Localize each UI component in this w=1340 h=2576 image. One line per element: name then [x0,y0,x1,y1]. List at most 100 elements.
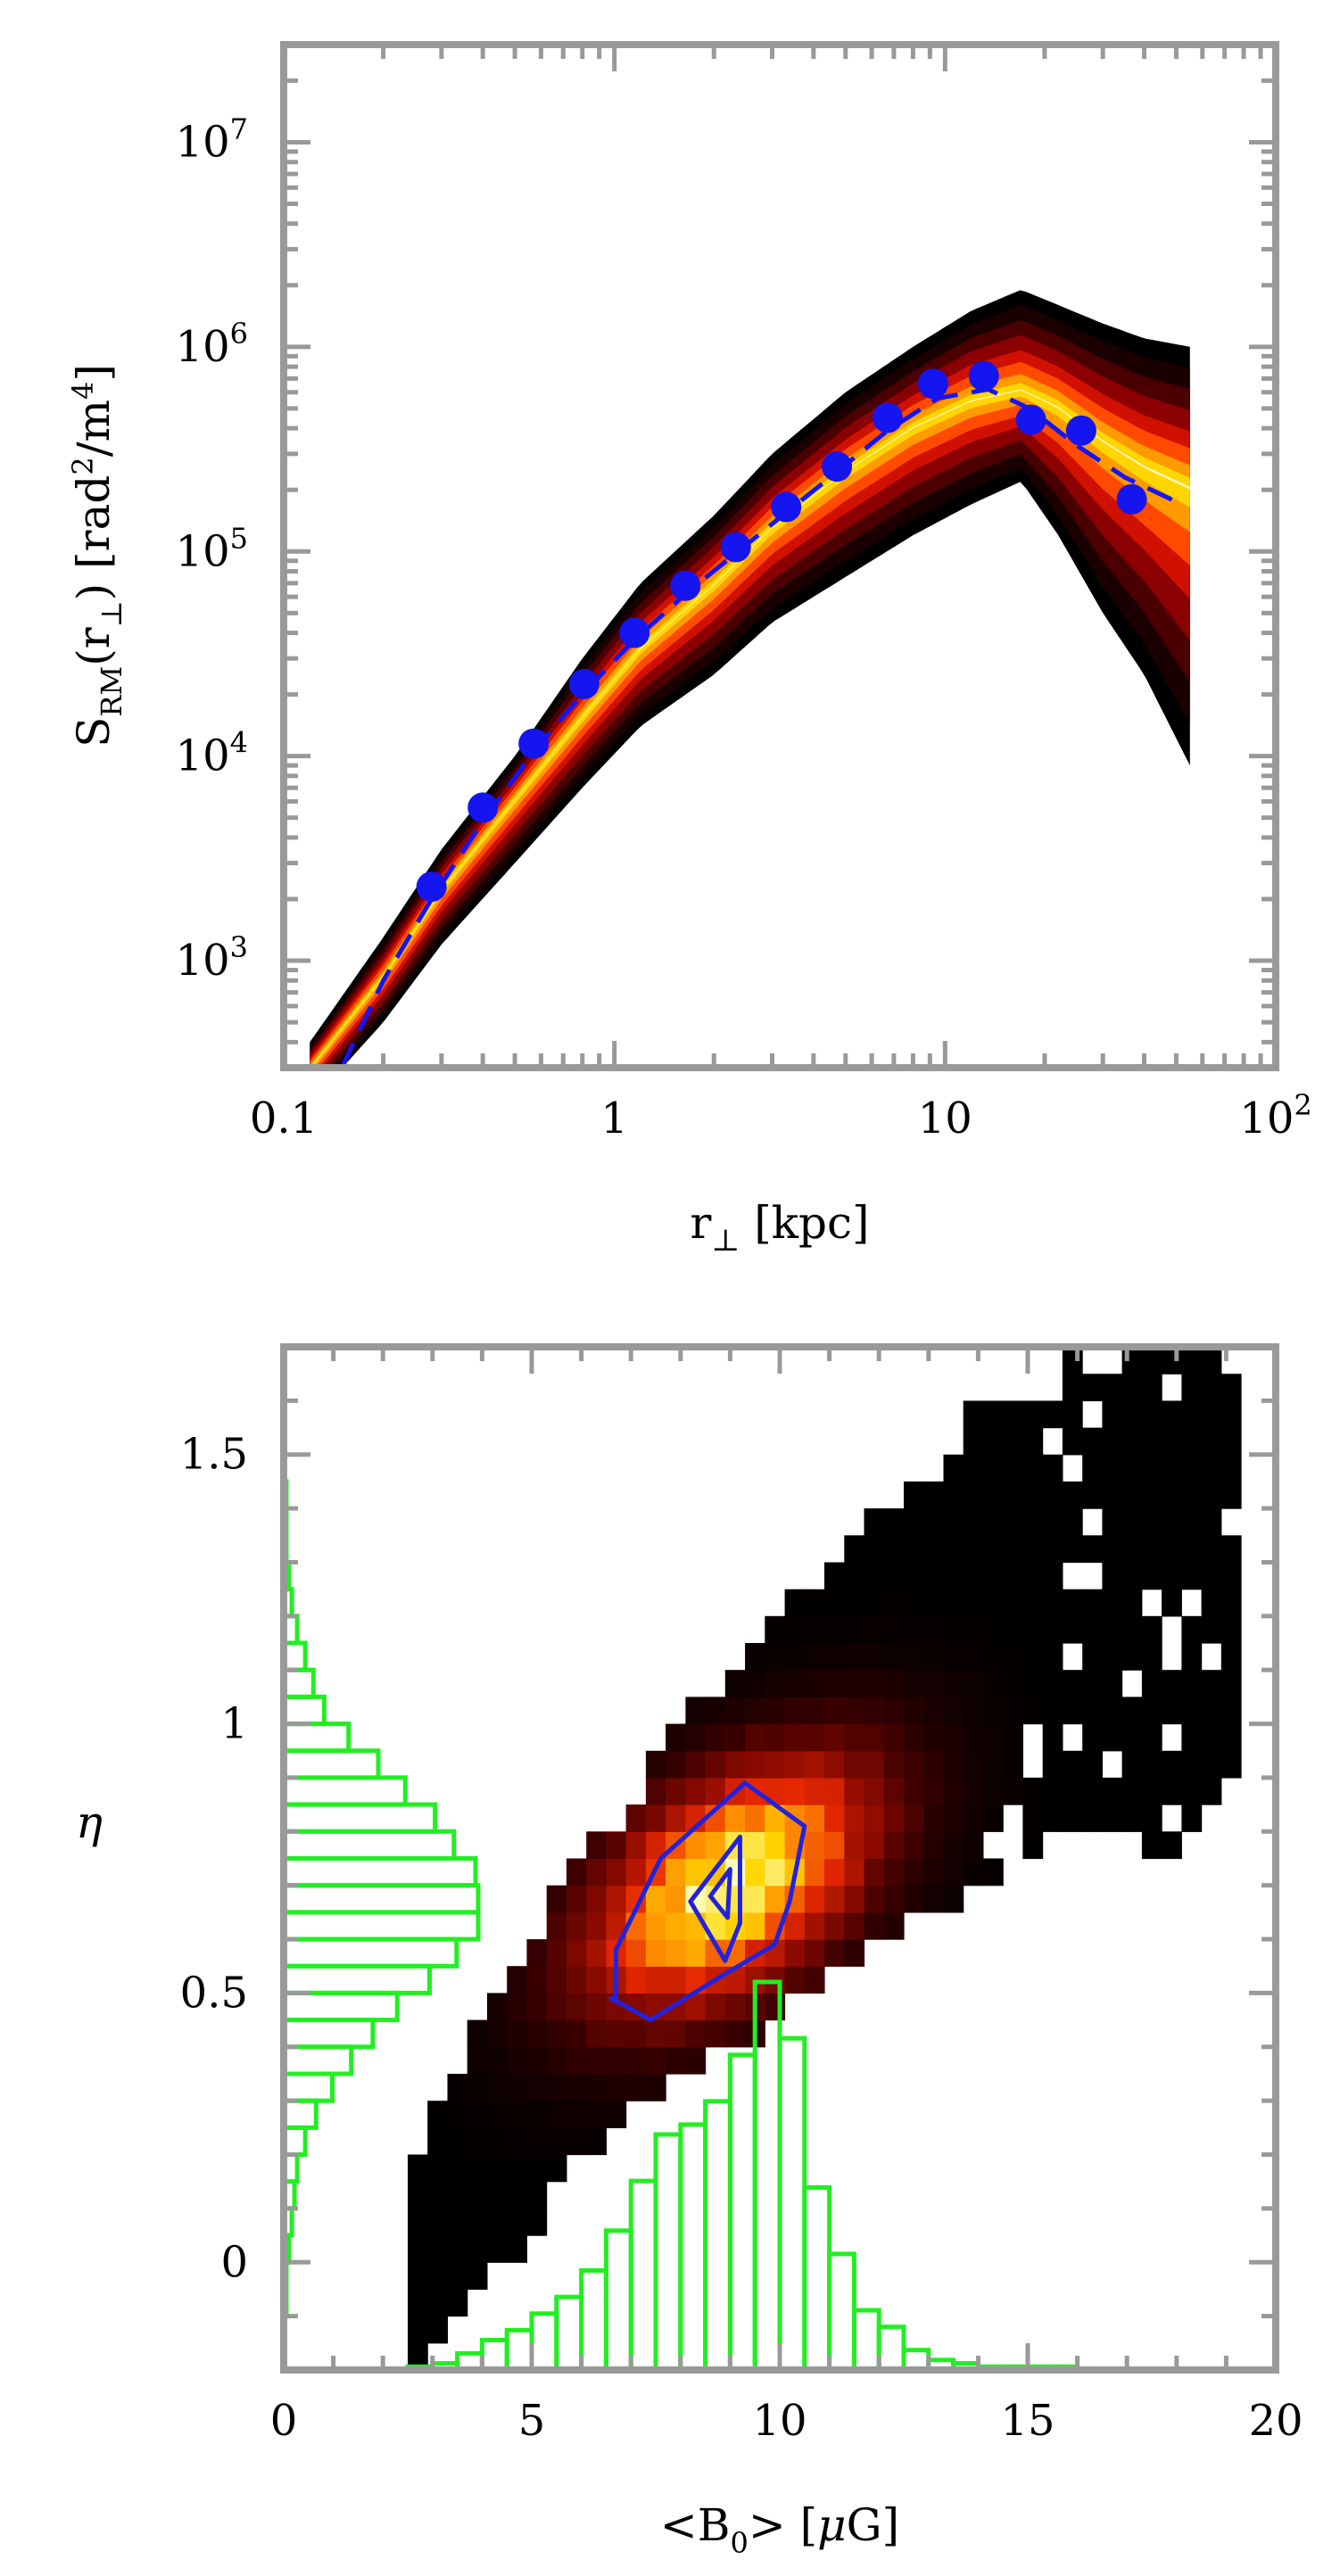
heat-cell [1201,1670,1222,1697]
x-tick-label: 0 [270,2396,298,2446]
heat-cell [606,1831,627,1860]
heat-cell [923,1589,944,1617]
heat-cell [1141,1723,1162,1752]
heat-cell [784,1697,806,1725]
heat-cell [685,1858,707,1887]
heat-cell [645,2046,666,2075]
heat-cell [983,1427,1004,1456]
heat-cell [1162,1427,1182,1456]
heat-cell [864,1562,885,1590]
heat-cell [864,1508,885,1536]
heat-cell [1201,1454,1222,1482]
heat-cell [1121,1615,1143,1644]
heat-cell [625,1831,647,1860]
heat-cell [1121,1400,1143,1429]
heat-cell [923,1697,944,1725]
heat-cell [546,2101,567,2128]
heat-cell [467,2019,488,2048]
heat-cell [1102,1723,1123,1752]
heat-cell [1082,1427,1103,1456]
heat-cell [883,1670,905,1697]
heat-cell [1003,1643,1023,1671]
heat-cell [824,1804,845,1832]
heat-cell [487,2074,508,2101]
heat-cell [1162,1670,1182,1697]
heat-cell [844,1723,865,1752]
heat-cell [1003,1723,1023,1752]
heat-cell [824,1670,845,1697]
heat-cell [804,1939,825,1967]
heat-cell [566,2046,587,2075]
heat-cell [1141,1697,1162,1725]
heat-cell [645,2074,666,2101]
heat-cell [904,1723,924,1752]
top-x-axis-label: r⊥ [kpc] [690,1197,869,1259]
heat-cell [745,1858,765,1887]
heat-cell [1141,1427,1162,1456]
heat-cell [1022,1589,1044,1617]
heat-cell [1220,1535,1242,1564]
heat-cell [1162,1697,1182,1725]
heat-cell [1003,1589,1023,1617]
heat-cell [923,1858,944,1887]
heat-cell [804,1643,825,1671]
heat-cell [1042,1697,1063,1725]
heat-cell [963,1589,984,1617]
heat-cell [943,1777,964,1805]
heat-cell [685,2046,707,2075]
eta-histogram-bar [284,1883,481,1915]
heat-cell [883,1911,905,1940]
heat-cell [625,1966,647,1994]
posterior-density-heatmap [408,1347,1242,2370]
contours [608,1780,807,2023]
heat-cell [1121,1508,1143,1536]
heat-cell [923,1535,944,1564]
heat-cell [824,1643,845,1671]
heat-cell [983,1697,1004,1725]
heat-cell [1162,1454,1182,1482]
b0-histogram-bar [628,2178,658,2370]
heat-cell [526,2127,548,2156]
heat-cell [784,1750,806,1779]
heat-cell [1062,1374,1083,1401]
y-tick-label: 1 [220,1699,248,1749]
heat-cell [1201,1589,1222,1617]
heat-cell [883,1777,905,1805]
heat-cell [1102,1427,1123,1456]
heat-cell [745,1697,765,1725]
heat-cell [1141,1347,1162,1375]
heat-cell [724,2019,746,2048]
heat-cell [923,1615,944,1644]
heat-cell [1042,1804,1063,1832]
heat-cell [685,1939,707,1967]
heat-cell [784,1589,806,1617]
heat-cell [804,1750,825,1779]
heat-cell [1162,1535,1182,1564]
heat-cell [1082,1777,1103,1805]
heat-cell [645,1804,666,1832]
eta-histogram-bar [284,2098,318,2130]
heat-cell [1181,1508,1203,1536]
heat-cell [864,1670,885,1697]
heat-cell [983,1777,1004,1805]
heat-cell [724,1804,746,1832]
heat-cell [507,2046,527,2075]
heat-cell [546,2127,567,2156]
heat-cell [507,1993,527,2021]
heat-cell [1181,1750,1203,1779]
heat-cell [963,1508,984,1536]
data-point [568,668,600,699]
heat-cell [1082,1697,1103,1725]
eta-histogram-bar [284,1856,478,1888]
heat-cell [724,1697,746,1725]
heat-cell [1082,1589,1103,1617]
heat-cell [566,2019,587,2048]
heat-cell [1181,1400,1203,1429]
b0-histogram-bar [827,2251,856,2370]
heat-cell [1220,1615,1242,1644]
heat-cell [408,2235,428,2263]
heat-cell [1201,1400,1222,1429]
heat-cell [1102,1697,1123,1725]
heat-cell [1201,1562,1222,1590]
heat-cell [765,1615,786,1644]
